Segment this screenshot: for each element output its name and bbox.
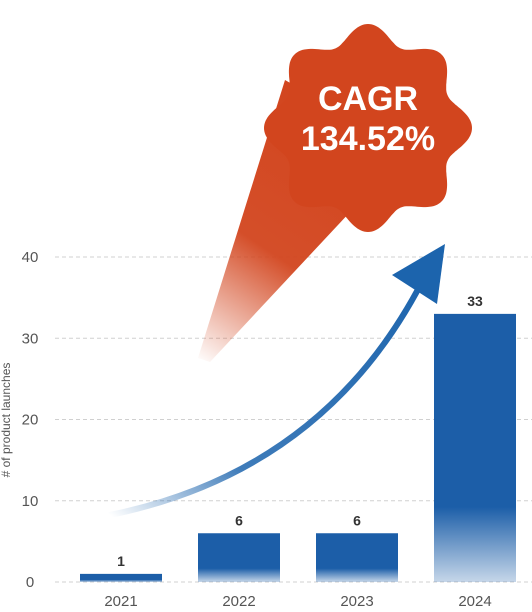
y-tick-label: 10	[22, 493, 39, 510]
y-tick-label: 20	[22, 412, 39, 429]
y-tick-label: 40	[22, 249, 39, 266]
bar-value-labels: 1 6 6 33	[117, 293, 483, 569]
growth-arrowhead-icon	[392, 244, 445, 304]
bars	[80, 313, 516, 582]
cagr-badge	[264, 24, 472, 232]
x-tick-label: 2022	[222, 593, 255, 610]
bar-value-label: 33	[467, 293, 483, 309]
x-axis-ticks: 2021 2022 2023 2024	[104, 593, 491, 610]
bar-value-label: 6	[235, 512, 243, 528]
x-tick-label: 2023	[340, 593, 373, 610]
growth-arrow-icon	[107, 267, 431, 518]
x-tick-label: 2024	[458, 593, 491, 610]
x-tick-label: 2021	[104, 593, 137, 610]
cagr-value: 134.52%	[301, 120, 435, 158]
bar-value-label: 1	[117, 553, 125, 569]
bar	[434, 313, 516, 582]
y-tick-label: 30	[22, 330, 39, 347]
cagr-label: CAGR	[318, 80, 418, 118]
y-tick-label: 0	[26, 574, 34, 591]
bar	[316, 533, 398, 582]
y-axis-ticks: 0 10 20 30 40	[22, 249, 39, 591]
bar-value-label: 6	[353, 512, 361, 528]
bar	[198, 533, 280, 582]
bar	[80, 573, 162, 582]
y-axis-label: # of product launches	[0, 363, 13, 478]
